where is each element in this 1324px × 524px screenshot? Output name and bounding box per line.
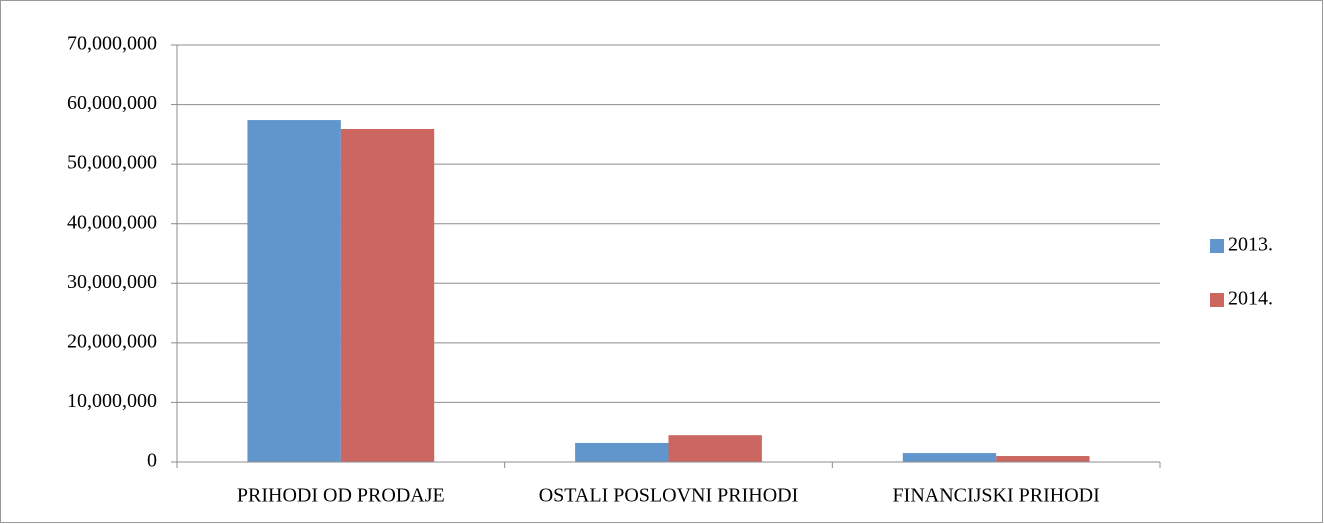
legend-label: 2014.	[1228, 288, 1273, 310]
y-tick-label: 30,000,000	[67, 271, 157, 293]
legend-label: 2013.	[1228, 234, 1273, 256]
legend-swatch	[1210, 293, 1224, 307]
bar	[996, 456, 1090, 462]
y-tick-label: 60,000,000	[67, 92, 157, 114]
bar	[902, 453, 997, 462]
y-tick-label: 40,000,000	[67, 211, 157, 233]
bar	[340, 128, 435, 462]
x-tick-label: OSTALI POSLOVNI PRIHODI	[539, 485, 799, 507]
y-tick-label: 20,000,000	[67, 330, 157, 352]
y-tick-label: 70,000,000	[67, 33, 157, 55]
x-tick-label: PRIHODI OD PRODAJE	[237, 485, 445, 507]
bar	[575, 442, 669, 462]
bar	[668, 435, 762, 462]
legend-swatch	[1210, 239, 1224, 253]
y-tick-label: 0	[147, 450, 157, 472]
y-tick-label: 50,000,000	[67, 152, 157, 174]
x-tick-label: FINANCIJSKI PRIHODI	[893, 485, 1100, 507]
y-tick-label: 10,000,000	[67, 390, 157, 412]
bar	[247, 120, 341, 462]
